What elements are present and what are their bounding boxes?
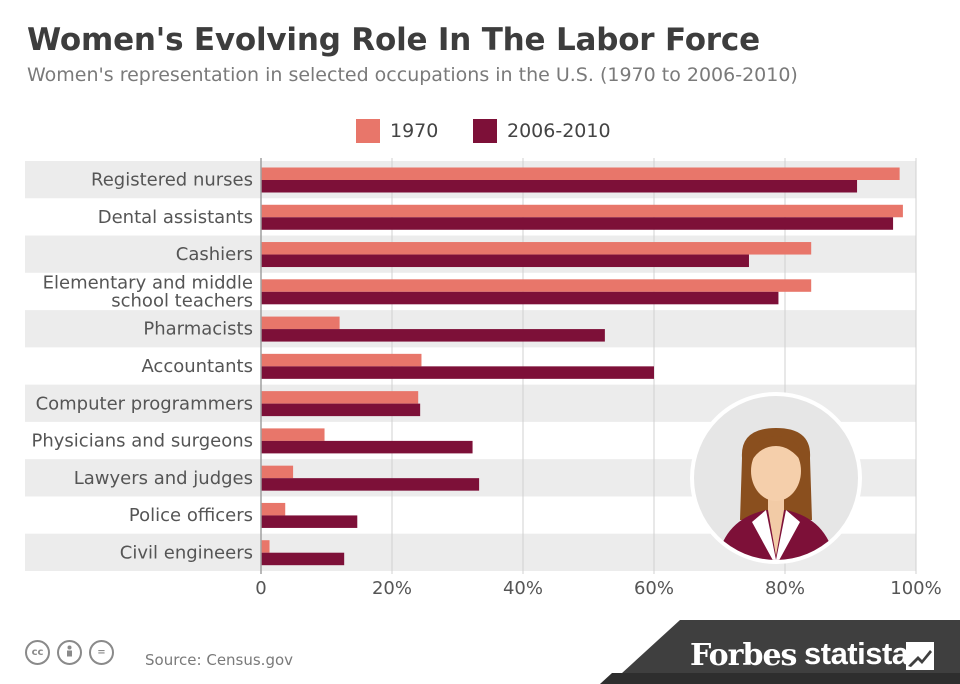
category-label: Police officers xyxy=(129,505,253,526)
bar-2006-2010 xyxy=(261,217,894,230)
bar-2006-2010 xyxy=(261,515,358,528)
legend-swatch-2006-2010 xyxy=(473,119,497,143)
avatar-chest xyxy=(768,510,784,556)
bar-2006-2010 xyxy=(261,366,654,379)
x-tick-label: 60% xyxy=(634,578,674,599)
bar-1970 xyxy=(261,502,286,516)
bar-1970 xyxy=(261,204,903,218)
statista-logo-text: statista xyxy=(804,636,909,671)
category-label: Lawyers and judges xyxy=(74,468,253,489)
bar-1970 xyxy=(261,353,422,367)
bar-1970 xyxy=(261,279,812,292)
bar-2006-2010 xyxy=(261,329,605,342)
bar-1970 xyxy=(261,167,900,180)
legend-label-2006-2010: 2006-2010 xyxy=(507,120,611,142)
avatar-face xyxy=(751,441,801,501)
x-tick-label: 80% xyxy=(765,578,805,599)
legend-label-1970: 1970 xyxy=(390,120,439,142)
bar-2006-2010 xyxy=(261,291,779,305)
avatar-fringe xyxy=(751,436,802,462)
bar-1970 xyxy=(261,242,812,255)
x-tick-label: 100% xyxy=(890,578,941,599)
x-tick-label: 0 xyxy=(255,578,266,599)
category-label: Elementary and middle school teachers xyxy=(43,272,253,311)
source-note: Source: Census.gov xyxy=(145,651,294,669)
bar-1970 xyxy=(261,391,419,404)
bar-2006-2010 xyxy=(261,403,421,417)
category-label: Accountants xyxy=(141,356,253,377)
creative-commons-icon: cc xyxy=(25,640,50,665)
bar-2006-2010 xyxy=(261,552,345,566)
bar-1970 xyxy=(261,465,294,479)
person-icon xyxy=(67,645,72,657)
category-label: Pharmacists xyxy=(143,319,253,340)
bar-2006-2010 xyxy=(261,254,749,268)
legend-item-2006-2010: 2006-2010 xyxy=(473,119,611,143)
statista-logo-icon xyxy=(906,642,934,670)
bar-2006-2010 xyxy=(261,440,473,454)
license-icons: cc = xyxy=(25,640,114,665)
no-derivatives-icon: = xyxy=(89,640,114,665)
legend-swatch-1970 xyxy=(356,119,380,143)
bar-2006-2010 xyxy=(261,478,480,491)
category-label: Registered nurses xyxy=(91,170,253,191)
woman-avatar-illustration xyxy=(690,392,862,564)
category-label: Dental assistants xyxy=(98,207,253,228)
x-tick-label: 40% xyxy=(503,578,543,599)
x-tick-label: 20% xyxy=(372,578,412,599)
legend-item-1970: 1970 xyxy=(356,119,438,143)
attribution-icon xyxy=(57,640,82,665)
bar-1970 xyxy=(261,540,270,553)
bar-2006-2010 xyxy=(261,180,858,193)
legend: 1970 2006-2010 xyxy=(0,119,960,147)
chart-title: Women's Evolving Role In The Labor Force xyxy=(27,22,760,58)
category-label: Cashiers xyxy=(176,244,253,265)
footer-band xyxy=(600,620,960,684)
bar-1970 xyxy=(261,316,340,330)
category-label: Physicians and surgeons xyxy=(32,431,253,452)
bar-1970 xyxy=(261,428,325,441)
forbes-logo: Forbes xyxy=(690,638,797,673)
avatar-collar xyxy=(752,510,800,560)
category-label: Computer programmers xyxy=(36,393,253,414)
category-label: Civil engineers xyxy=(120,542,253,563)
chart-subtitle: Women's representation in selected occup… xyxy=(27,64,798,86)
